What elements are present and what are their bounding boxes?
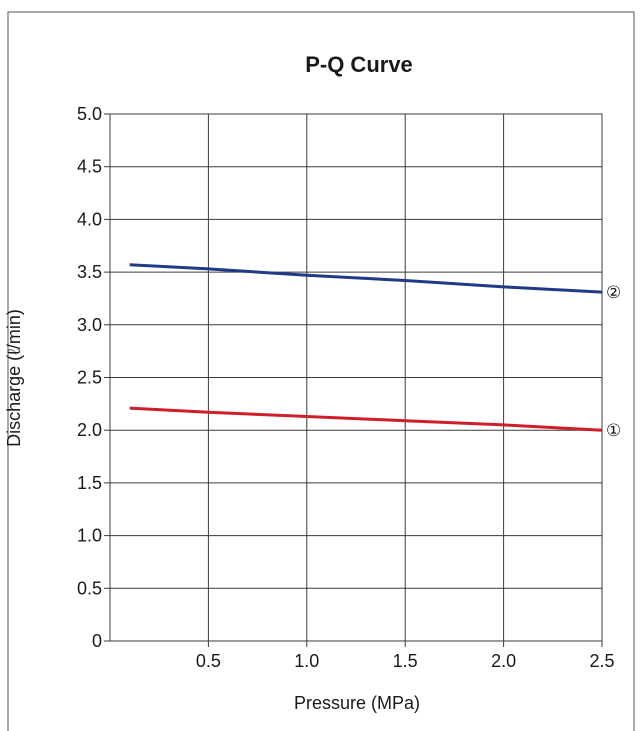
axis-ticks: 0 0.5 1.0 1.5 2.0 2.5 3.0 3.5 4.0 4.5 5.0 0.5 1.0 1.5… xyxy=(77,104,615,671)
chart-title: P-Q Curve xyxy=(305,52,413,77)
x-tick-label: 2.0 xyxy=(491,651,516,671)
x-tick-label: 1.0 xyxy=(294,651,319,671)
y-tick-label: 3.5 xyxy=(77,262,102,282)
x-axis-label: Pressure (MPa) xyxy=(294,693,420,713)
y-tick-label: 4.0 xyxy=(77,209,102,229)
series-line-2 xyxy=(129,263,603,294)
y-tick-label: 0 xyxy=(92,631,102,651)
series-label-1: ① xyxy=(606,421,621,441)
series-line-1 xyxy=(129,406,603,432)
series-lines: ①② xyxy=(129,263,621,441)
y-tick-label: 2.0 xyxy=(77,420,102,440)
series-label-2: ② xyxy=(606,283,621,303)
y-axis-label: Discharge (ℓ/min) xyxy=(4,309,24,447)
y-tick-label: 5.0 xyxy=(77,104,102,124)
x-tick-label: 2.5 xyxy=(589,651,614,671)
x-tick-label: 1.5 xyxy=(393,651,418,671)
y-tick-label: 1.5 xyxy=(77,473,102,493)
y-tick-label: 2.5 xyxy=(77,368,102,388)
plot-area-border xyxy=(109,113,603,642)
y-tick-label: 4.5 xyxy=(77,157,102,177)
y-tick-label: 1.0 xyxy=(77,526,102,546)
figure-frame xyxy=(7,11,635,731)
y-tick-label: 0.5 xyxy=(77,578,102,598)
grid-lines xyxy=(110,114,602,641)
x-tick-label: 0.5 xyxy=(196,651,221,671)
y-tick-label: 3.0 xyxy=(77,315,102,335)
